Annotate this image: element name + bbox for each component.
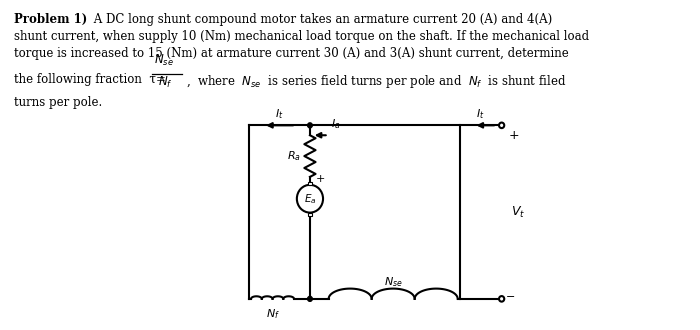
Text: A DC long shunt compound motor takes an armature current 20 (A) and 4(A): A DC long shunt compound motor takes an … [90,13,552,26]
Text: $N_f$: $N_f$ [265,307,279,321]
Text: $N_f$: $N_f$ [158,75,172,90]
Text: $R_a$: $R_a$ [286,149,300,163]
Text: Problem 1): Problem 1) [13,13,87,26]
Text: torque is increased to 15 (Nm) at armature current 30 (A) and 3(A) shunt current: torque is increased to 15 (Nm) at armatu… [13,47,568,60]
Circle shape [499,296,504,302]
Text: shunt current, when supply 10 (Nm) mechanical load torque on the shaft. If the m: shunt current, when supply 10 (Nm) mecha… [13,30,589,43]
FancyBboxPatch shape [308,213,312,216]
Text: ,  where  $N_{se}$  is series field turns per pole and  $N_f$  is shunt filed: , where $N_{se}$ is series field turns p… [186,73,566,90]
Text: $V_t$: $V_t$ [511,205,525,220]
Text: turns per pole.: turns per pole. [13,96,102,109]
Circle shape [307,296,312,301]
Text: the following fraction  τ=: the following fraction τ= [13,73,165,86]
Text: $N_{se}$: $N_{se}$ [384,275,402,289]
Text: $I_t$: $I_t$ [476,108,485,121]
Text: $N_{se}$: $N_{se}$ [154,53,174,68]
Circle shape [499,122,504,128]
Circle shape [307,123,312,128]
Text: $E_a$: $E_a$ [304,192,316,206]
FancyBboxPatch shape [308,182,312,185]
Text: −: − [506,292,516,302]
Text: $I_t$: $I_t$ [275,108,284,121]
Text: $I_a$: $I_a$ [330,117,340,131]
Text: +: + [316,174,325,184]
Text: +: + [508,129,519,142]
